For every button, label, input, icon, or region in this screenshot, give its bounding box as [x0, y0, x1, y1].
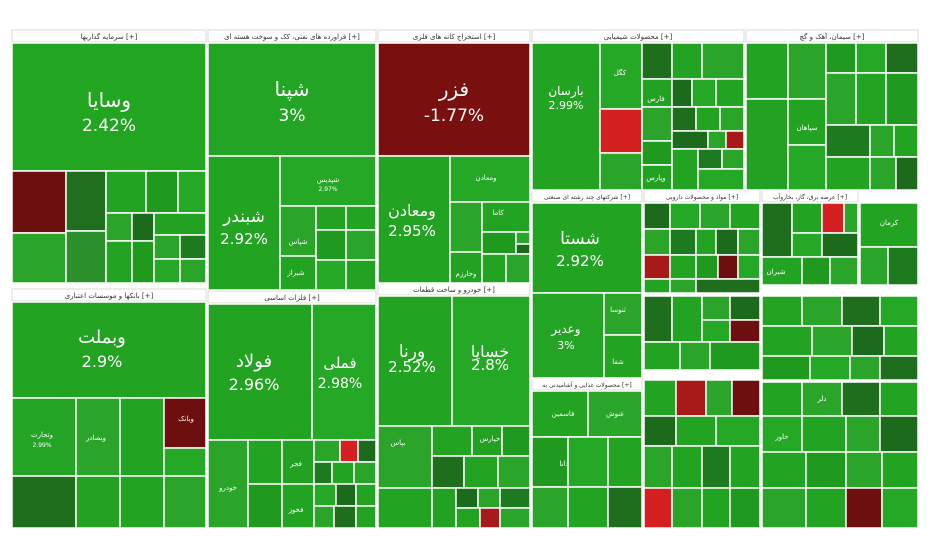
small-label: وبصادر	[85, 434, 106, 442]
small-label: کاما	[492, 209, 504, 217]
tile-change: 2.52%	[388, 358, 436, 376]
sector-headers: سرمایه گذاریها [+] فراورده های نفتی، کک …	[11, 29, 919, 391]
sector-label: بانکها و موسسات اعتباری [+]	[65, 292, 154, 300]
small-label: غنوش	[606, 410, 624, 418]
small-label: دانا	[559, 460, 568, 468]
sector-label: استخراج کانه های فلزی [+]	[413, 33, 496, 41]
tile-name: شپدیس	[317, 176, 340, 184]
sector-label: عرضه برق، گاز، بخاروآب [+]	[773, 192, 847, 201]
tile-khsapa	[451, 295, 531, 427]
tile-change: 2.42%	[82, 116, 136, 136]
tile-change: 2.9%	[82, 352, 123, 371]
tile-change: 2.92%	[556, 252, 604, 270]
small-label: فارس	[647, 95, 664, 103]
tile-change: 2.99%	[32, 442, 51, 449]
tile-name: وسایا	[87, 88, 131, 112]
tile-change: 2.96%	[229, 375, 280, 394]
small-label: خپارس	[480, 435, 501, 443]
sector-label: سرمایه گذاریها [+]	[81, 32, 138, 41]
tile-change: 2.97%	[318, 186, 337, 193]
small-label: خودرو	[218, 484, 237, 492]
tile-change: 3%	[557, 339, 574, 352]
tile-change: 2.99%	[549, 99, 584, 112]
tile-barsan	[531, 42, 601, 191]
small-label: وپارس	[646, 174, 665, 182]
symbol-tiles	[11, 42, 919, 529]
small-label: دلر	[816, 395, 826, 403]
tile-foolad	[207, 303, 313, 441]
tile-name: بارسان	[548, 84, 583, 99]
tile-change: 2.98%	[318, 376, 362, 392]
small-label: وبانک	[178, 415, 194, 423]
sector-label: خودرو و ساخت قطعات [+]	[413, 286, 495, 294]
sector-label: سیمان، آهک و گچ [+]	[800, 32, 865, 41]
tile-name: وتجارت	[31, 431, 53, 439]
tile-change: 2.8%	[471, 356, 509, 374]
small-label: شفا	[612, 358, 624, 366]
tile-change: -1.77%	[424, 106, 484, 126]
tile-shpna	[207, 42, 377, 157]
tile-name: شبندر	[222, 207, 265, 227]
tile-name: شپنا	[275, 77, 310, 102]
tile-name: ومعادن	[388, 201, 436, 221]
tile-fameli	[311, 303, 377, 441]
sector-label: مواد و محصولات دارویی [+]	[666, 194, 738, 201]
tile-name: فولاد	[236, 351, 272, 372]
small-label: وخارزم	[456, 270, 477, 278]
tile-name: وبملت	[78, 327, 126, 348]
tile-name: فملی	[323, 354, 356, 372]
small-label: بپاس	[391, 439, 406, 447]
small-label: ثنوسا	[610, 306, 626, 314]
small-label: سپاهان	[796, 124, 817, 132]
sector-label: محصولات غذایی و آشامیدنی به [+]	[542, 380, 632, 389]
small-label: شپاس	[289, 238, 308, 246]
tile-name: ورنا	[399, 342, 425, 362]
tile-labels: وسایا 2.42% شپنا 3% فزر -1.77% بارسان 2.…	[31, 77, 604, 449]
small-label: کرمان	[880, 219, 899, 227]
small-label: کگل	[614, 68, 627, 77]
sector-label: فراورده های نفتی، کک و سوخت هسته ای [+]	[224, 33, 360, 41]
tile-change: 2.92%	[220, 230, 268, 248]
tile-change: 2.95%	[388, 222, 436, 240]
sector-label: شرکتهای چند رشته ای صنعتی [+]	[544, 194, 630, 201]
tile-vbmellat	[11, 301, 207, 399]
tile-name: فزر	[438, 77, 469, 101]
sector-label: محصولات شیمیایی [+]	[604, 33, 673, 41]
small-label: فجر	[289, 460, 302, 468]
tile-name: وعدیر	[550, 322, 580, 337]
small-tile-labels: ومعادن فارس کگل وپارس شیراز وبصادر بپاس …	[85, 68, 899, 514]
tile-shasta	[531, 202, 643, 294]
tile-change: 3%	[279, 106, 306, 126]
small-label: ومعادن	[476, 174, 497, 182]
small-label: فخوز	[288, 506, 304, 514]
tile-fzar	[377, 42, 531, 157]
sector-label: فلزات اساسی [+]	[264, 294, 320, 302]
small-label: خاور	[774, 433, 788, 441]
tile-name: شستا	[560, 229, 600, 249]
tile-name: خساپا	[471, 342, 509, 362]
small-label: فاسمین	[552, 410, 575, 418]
small-label: شیران	[767, 268, 786, 276]
small-label: شیراز	[286, 269, 304, 277]
tile-vasaya	[11, 42, 207, 172]
